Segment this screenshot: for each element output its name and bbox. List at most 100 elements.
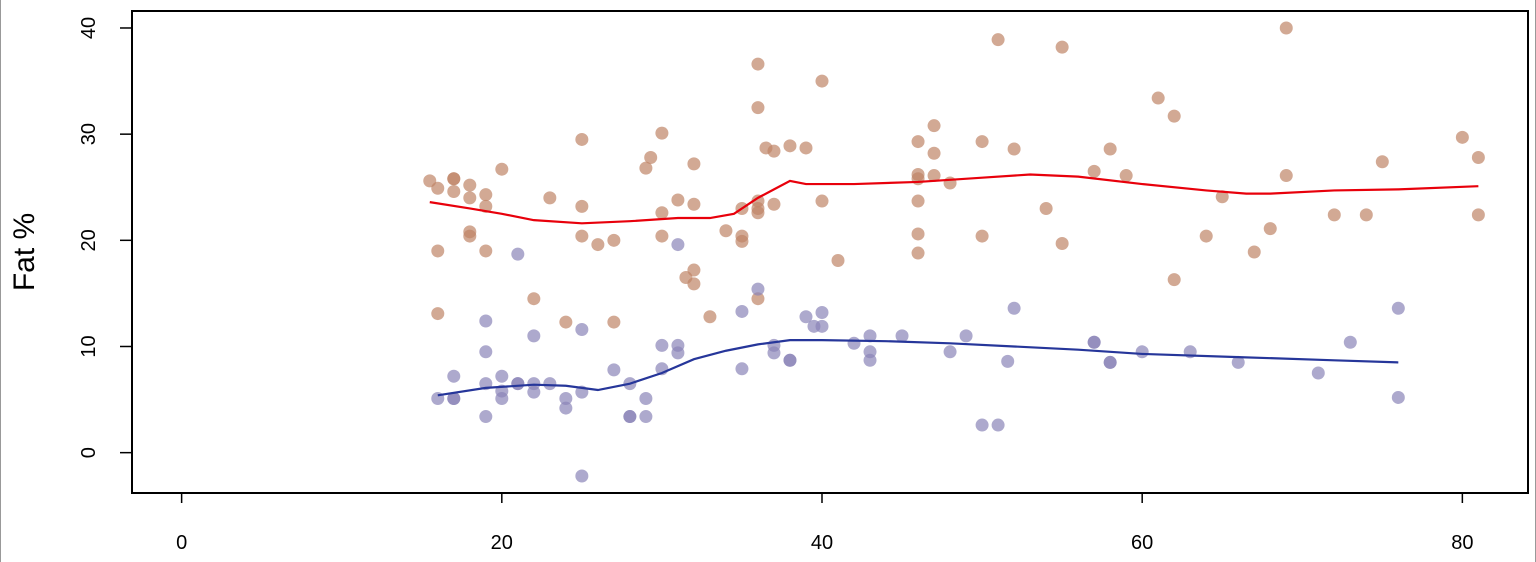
data-point: [527, 292, 541, 306]
data-point: [543, 377, 557, 391]
data-point: [1391, 390, 1405, 404]
data-point: [735, 362, 749, 376]
series-b-points: [431, 238, 1405, 483]
data-point: [1135, 345, 1149, 359]
data-point: [1471, 151, 1485, 165]
data-point: [575, 229, 589, 243]
data-point: [639, 410, 653, 424]
data-point: [703, 310, 717, 324]
data-point: [431, 307, 445, 321]
data-point: [655, 126, 669, 140]
data-point: [607, 233, 621, 247]
data-point: [511, 247, 525, 261]
data-point: [591, 238, 605, 252]
data-point: [607, 363, 621, 377]
data-point: [607, 315, 621, 329]
data-point: [1055, 40, 1069, 54]
data-point: [815, 319, 829, 333]
data-point: [1167, 109, 1181, 123]
y-axis-label: Fat %: [8, 213, 41, 291]
data-point: [847, 336, 861, 350]
data-point: [1359, 208, 1373, 222]
data-point: [815, 74, 829, 88]
data-point: [783, 353, 797, 367]
data-point: [751, 206, 765, 220]
data-point: [991, 33, 1005, 47]
data-point: [655, 338, 669, 352]
data-point: [463, 229, 477, 243]
data-point: [543, 191, 557, 205]
data-point: [559, 392, 573, 406]
data-point: [1311, 366, 1325, 380]
data-point: [1087, 335, 1101, 349]
data-point: [1039, 201, 1053, 215]
data-point: [1103, 142, 1117, 156]
data-point: [1247, 245, 1261, 259]
data-point: [1343, 335, 1357, 349]
data-point: [975, 135, 989, 149]
data-point: [447, 369, 461, 383]
x-tick-label: 60: [1131, 532, 1153, 554]
data-point: [1103, 355, 1117, 369]
data-point: [479, 314, 493, 328]
data-point: [959, 329, 973, 343]
data-point: [991, 418, 1005, 432]
data-point: [1391, 301, 1405, 315]
data-point: [1119, 169, 1133, 183]
data-point: [639, 161, 653, 175]
data-point: [751, 101, 765, 115]
data-point: [1007, 142, 1021, 156]
data-point: [671, 238, 685, 252]
data-point: [1279, 169, 1293, 183]
data-point: [447, 184, 461, 198]
data-point: [575, 132, 589, 146]
data-point: [655, 229, 669, 243]
data-point: [831, 253, 845, 267]
data-point: [1001, 354, 1015, 368]
data-point: [671, 193, 685, 207]
data-point: [527, 329, 541, 343]
data-point: [623, 410, 637, 424]
data-point: [783, 139, 797, 153]
data-point: [927, 146, 941, 160]
data-point: [911, 135, 925, 149]
series-b-smooth-line: [437, 339, 1399, 397]
data-point: [1199, 229, 1213, 243]
data-point: [1263, 222, 1277, 236]
data-point: [655, 206, 669, 220]
y-tick-label: 30: [78, 123, 100, 145]
data-point: [431, 244, 445, 258]
series-a-smooth-line: [429, 173, 1479, 225]
data-point: [1279, 21, 1293, 35]
data-point: [799, 141, 813, 155]
data-point: [479, 188, 493, 202]
data-point: [447, 172, 461, 186]
data-point: [495, 162, 509, 176]
data-point: [1231, 355, 1245, 369]
data-point: [751, 57, 765, 71]
data-point: [639, 392, 653, 406]
data-point: [751, 292, 765, 306]
data-point: [911, 172, 925, 186]
data-point: [735, 234, 749, 248]
data-point: [687, 263, 701, 277]
data-point: [863, 329, 877, 343]
data-point: [1327, 208, 1341, 222]
y-tick-label: 0: [78, 447, 100, 458]
data-point: [911, 246, 925, 260]
x-tick-label: 20: [491, 532, 513, 554]
data-point: [575, 199, 589, 213]
data-point: [719, 224, 733, 238]
data-point: [479, 410, 493, 424]
data-point: [447, 392, 461, 406]
data-point: [687, 277, 701, 291]
data-point: [431, 181, 445, 195]
data-point: [687, 197, 701, 211]
data-point: [751, 282, 765, 296]
data-point: [495, 392, 509, 406]
data-point: [1151, 91, 1165, 105]
data-point: [575, 323, 589, 337]
data-point: [911, 194, 925, 208]
data-point: [863, 353, 877, 367]
